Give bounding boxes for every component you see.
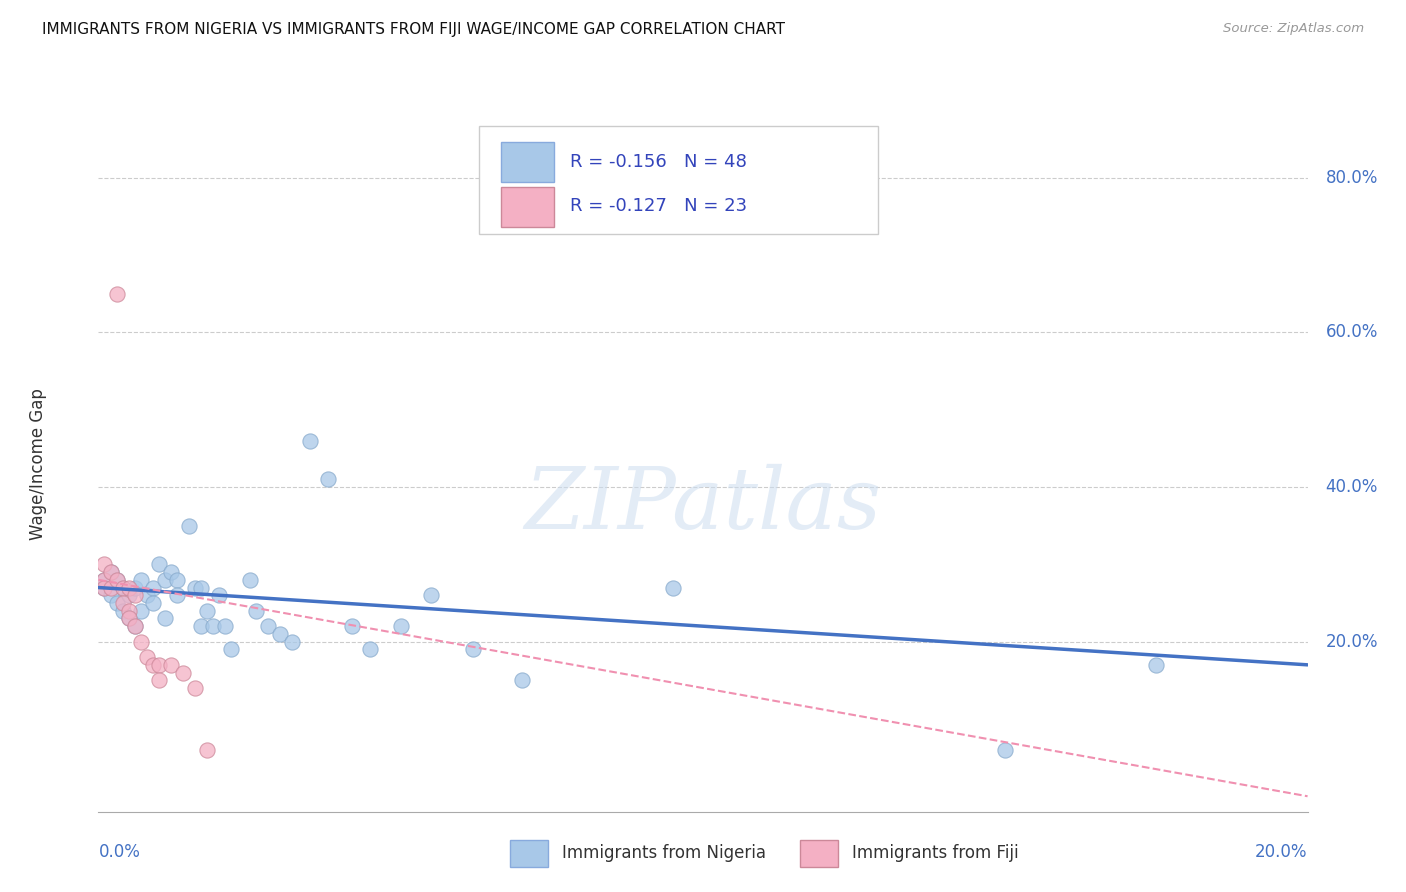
Point — [389, 619, 412, 633]
Point — [118, 588, 141, 602]
Point — [100, 565, 122, 579]
Point — [1144, 657, 1167, 672]
Point — [245, 604, 267, 618]
Point — [994, 743, 1017, 757]
Point — [166, 588, 188, 602]
Point — [142, 581, 165, 595]
Point — [100, 588, 122, 602]
Point — [316, 472, 339, 486]
Point — [195, 604, 218, 618]
Point — [463, 642, 485, 657]
Text: 80.0%: 80.0% — [1326, 169, 1378, 186]
Text: IMMIGRANTS FROM NIGERIA VS IMMIGRANTS FROM FIJI WAGE/INCOME GAP CORRELATION CHAR: IMMIGRANTS FROM NIGERIA VS IMMIGRANTS FR… — [42, 22, 785, 37]
Point — [129, 604, 152, 618]
Point — [190, 581, 212, 595]
Bar — [501, 187, 554, 227]
Point — [124, 588, 146, 602]
Point — [360, 642, 382, 657]
Point — [419, 588, 441, 602]
Point — [239, 573, 262, 587]
Point — [93, 573, 115, 587]
Point — [190, 619, 212, 633]
Point — [100, 565, 122, 579]
Point — [184, 681, 207, 695]
Point — [510, 673, 533, 688]
Point — [135, 650, 157, 665]
Point — [111, 581, 134, 595]
Text: 40.0%: 40.0% — [1326, 478, 1378, 496]
Point — [221, 642, 243, 657]
Point — [93, 581, 115, 595]
Point — [105, 573, 128, 587]
Point — [118, 604, 141, 618]
Point — [105, 286, 128, 301]
Point — [93, 581, 115, 595]
Text: 20.0%: 20.0% — [1326, 632, 1378, 650]
Point — [177, 518, 201, 533]
Text: Wage/Income Gap: Wage/Income Gap — [30, 388, 46, 540]
Point — [148, 657, 170, 672]
Point — [153, 611, 176, 625]
Point — [124, 619, 146, 633]
Point — [124, 619, 146, 633]
Point — [148, 673, 170, 688]
Point — [135, 588, 157, 602]
Bar — [509, 839, 548, 867]
Point — [118, 581, 141, 595]
Point — [100, 581, 122, 595]
Bar — [501, 142, 554, 182]
Text: 0.0%: 0.0% — [98, 843, 141, 861]
Text: 60.0%: 60.0% — [1326, 324, 1378, 342]
Point — [160, 657, 183, 672]
Point — [105, 573, 128, 587]
Text: 20.0%: 20.0% — [1256, 843, 1308, 861]
Point — [93, 558, 115, 572]
Point — [166, 573, 188, 587]
Point — [129, 634, 152, 648]
Point — [160, 565, 183, 579]
Point — [118, 611, 141, 625]
Point — [148, 558, 170, 572]
Text: ZIPatlas: ZIPatlas — [524, 464, 882, 547]
Point — [184, 581, 207, 595]
Point — [208, 588, 231, 602]
Point — [195, 743, 218, 757]
Point — [172, 665, 194, 680]
Point — [111, 604, 134, 618]
Point — [111, 581, 134, 595]
Text: Immigrants from Fiji: Immigrants from Fiji — [852, 845, 1018, 863]
Point — [299, 434, 322, 448]
Point — [342, 619, 364, 633]
Point — [661, 581, 683, 595]
Point — [118, 611, 141, 625]
Point — [142, 657, 165, 672]
Point — [124, 581, 146, 595]
Text: Immigrants from Nigeria: Immigrants from Nigeria — [561, 845, 765, 863]
Bar — [800, 839, 838, 867]
Point — [214, 619, 236, 633]
Point — [256, 619, 278, 633]
Text: R = -0.156   N = 48: R = -0.156 N = 48 — [569, 153, 747, 171]
Point — [93, 573, 115, 587]
FancyBboxPatch shape — [479, 127, 879, 235]
Point — [105, 596, 128, 610]
Text: R = -0.127   N = 23: R = -0.127 N = 23 — [569, 197, 747, 215]
Point — [202, 619, 225, 633]
Point — [111, 596, 134, 610]
Text: Source: ZipAtlas.com: Source: ZipAtlas.com — [1223, 22, 1364, 36]
Point — [129, 573, 152, 587]
Point — [281, 634, 304, 648]
Point — [142, 596, 165, 610]
Point — [269, 627, 291, 641]
Point — [153, 573, 176, 587]
